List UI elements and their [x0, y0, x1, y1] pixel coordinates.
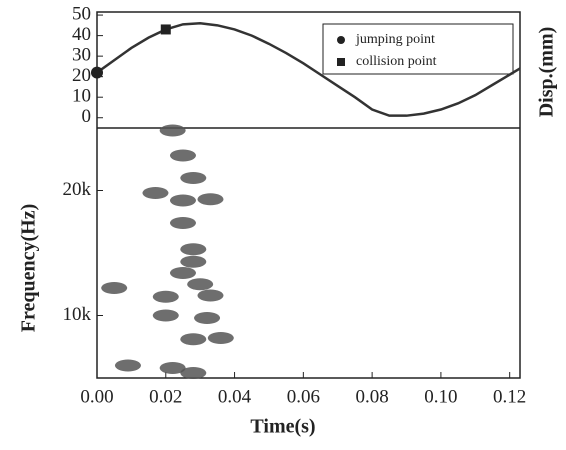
spectral-blob [180, 333, 207, 346]
spectral-blob [180, 367, 207, 379]
x-tick-label: 0.10 [424, 386, 457, 407]
spectral-blob [169, 149, 196, 162]
y-axis-label: Frequency(Hz) [18, 204, 40, 333]
spectral-blob [207, 332, 234, 344]
spectral-blob [142, 187, 169, 199]
spectral-blob [169, 267, 196, 279]
y2-axis-label: Disp.(mm) [536, 27, 558, 118]
spectral-blob [169, 217, 196, 229]
legend-box [322, 23, 514, 75]
legend-label: collision point [356, 54, 437, 69]
x-tick-label: 0.02 [149, 386, 182, 407]
spectral-blob [114, 359, 141, 372]
x-tick-label: 0.00 [80, 386, 113, 407]
legend-symbol [337, 36, 345, 44]
spectral-blob [180, 172, 207, 184]
spectral-blob [187, 278, 214, 291]
y-tick-label: 10 [72, 86, 91, 107]
x-tick-label: 0.12 [493, 386, 526, 407]
marker [160, 24, 171, 35]
legend-symbol [337, 58, 345, 66]
legend-label: jumping point [355, 32, 435, 47]
spectral-blob [159, 362, 186, 374]
spectral-blob [101, 282, 128, 294]
y-tick-label: 10k [63, 304, 92, 325]
spectral-blob [169, 194, 196, 207]
y-tick-label: 0 [82, 106, 92, 127]
y-tick-label: 30 [72, 45, 91, 66]
spectral-blob [180, 255, 207, 268]
y-tick-label: 40 [72, 24, 91, 45]
spectral-blob [180, 243, 207, 256]
spectral-blob [152, 290, 179, 303]
spectral-blob [152, 309, 179, 322]
x-tick-label: 0.06 [287, 386, 320, 407]
plot-frame [96, 11, 521, 379]
spectral-blob [197, 193, 224, 206]
spectral-blob [194, 312, 221, 324]
y-tick-label: 20k [63, 179, 92, 200]
y-tick-label: 20 [72, 65, 91, 86]
spectral-blob [159, 124, 186, 137]
marker [91, 66, 103, 79]
spectral-blob [197, 289, 224, 302]
y-tick-label: 50 [72, 3, 91, 24]
x-axis-label: Time(s) [250, 416, 315, 438]
x-tick-label: 0.04 [218, 386, 252, 407]
x-tick-label: 0.08 [355, 386, 388, 407]
